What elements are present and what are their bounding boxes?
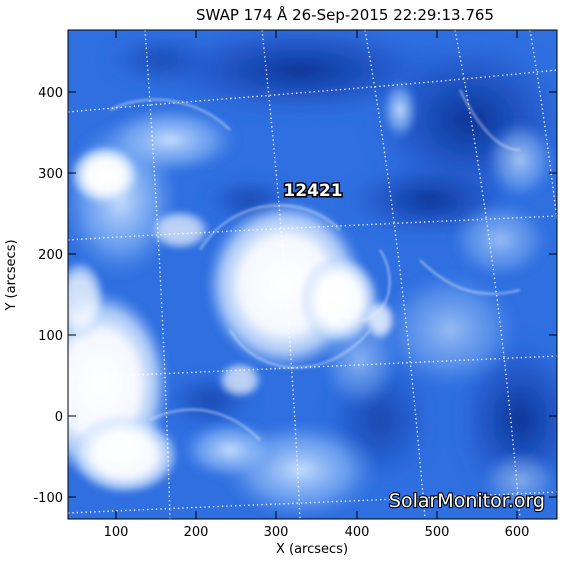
x-tick-label: 400	[345, 525, 370, 540]
plot-frame	[67, 29, 558, 520]
figure-title: SWAP 174 Å 26-Sep-2015 22:29:13.765	[196, 5, 494, 24]
y-axis	[68, 91, 557, 498]
x-tick-label: 100	[104, 525, 129, 540]
x-axis-label: X (arcsecs)	[276, 542, 348, 557]
x-tick-label: 600	[505, 525, 530, 540]
euv-image: 12421 SolarMonitor.org	[68, 30, 557, 519]
x-axis	[115, 30, 518, 519]
x-tick-label: 300	[264, 525, 289, 540]
y-tick-label: 100	[38, 329, 63, 344]
watermark: SolarMonitor.org	[389, 490, 545, 512]
x-tick-label: 500	[425, 525, 450, 540]
x-tick-label: 200	[184, 525, 209, 540]
y-tick-label: 200	[38, 248, 63, 263]
y-tick-label: 400	[38, 86, 63, 101]
coordinate-grid	[68, 30, 557, 519]
y-tick-label: -100	[33, 491, 63, 506]
active-region-label: 12421	[283, 181, 342, 201]
y-axis-label: Y (arcsecs)	[4, 239, 19, 311]
y-tick-label: 300	[38, 167, 63, 182]
y-tick-label: 0	[55, 410, 63, 425]
